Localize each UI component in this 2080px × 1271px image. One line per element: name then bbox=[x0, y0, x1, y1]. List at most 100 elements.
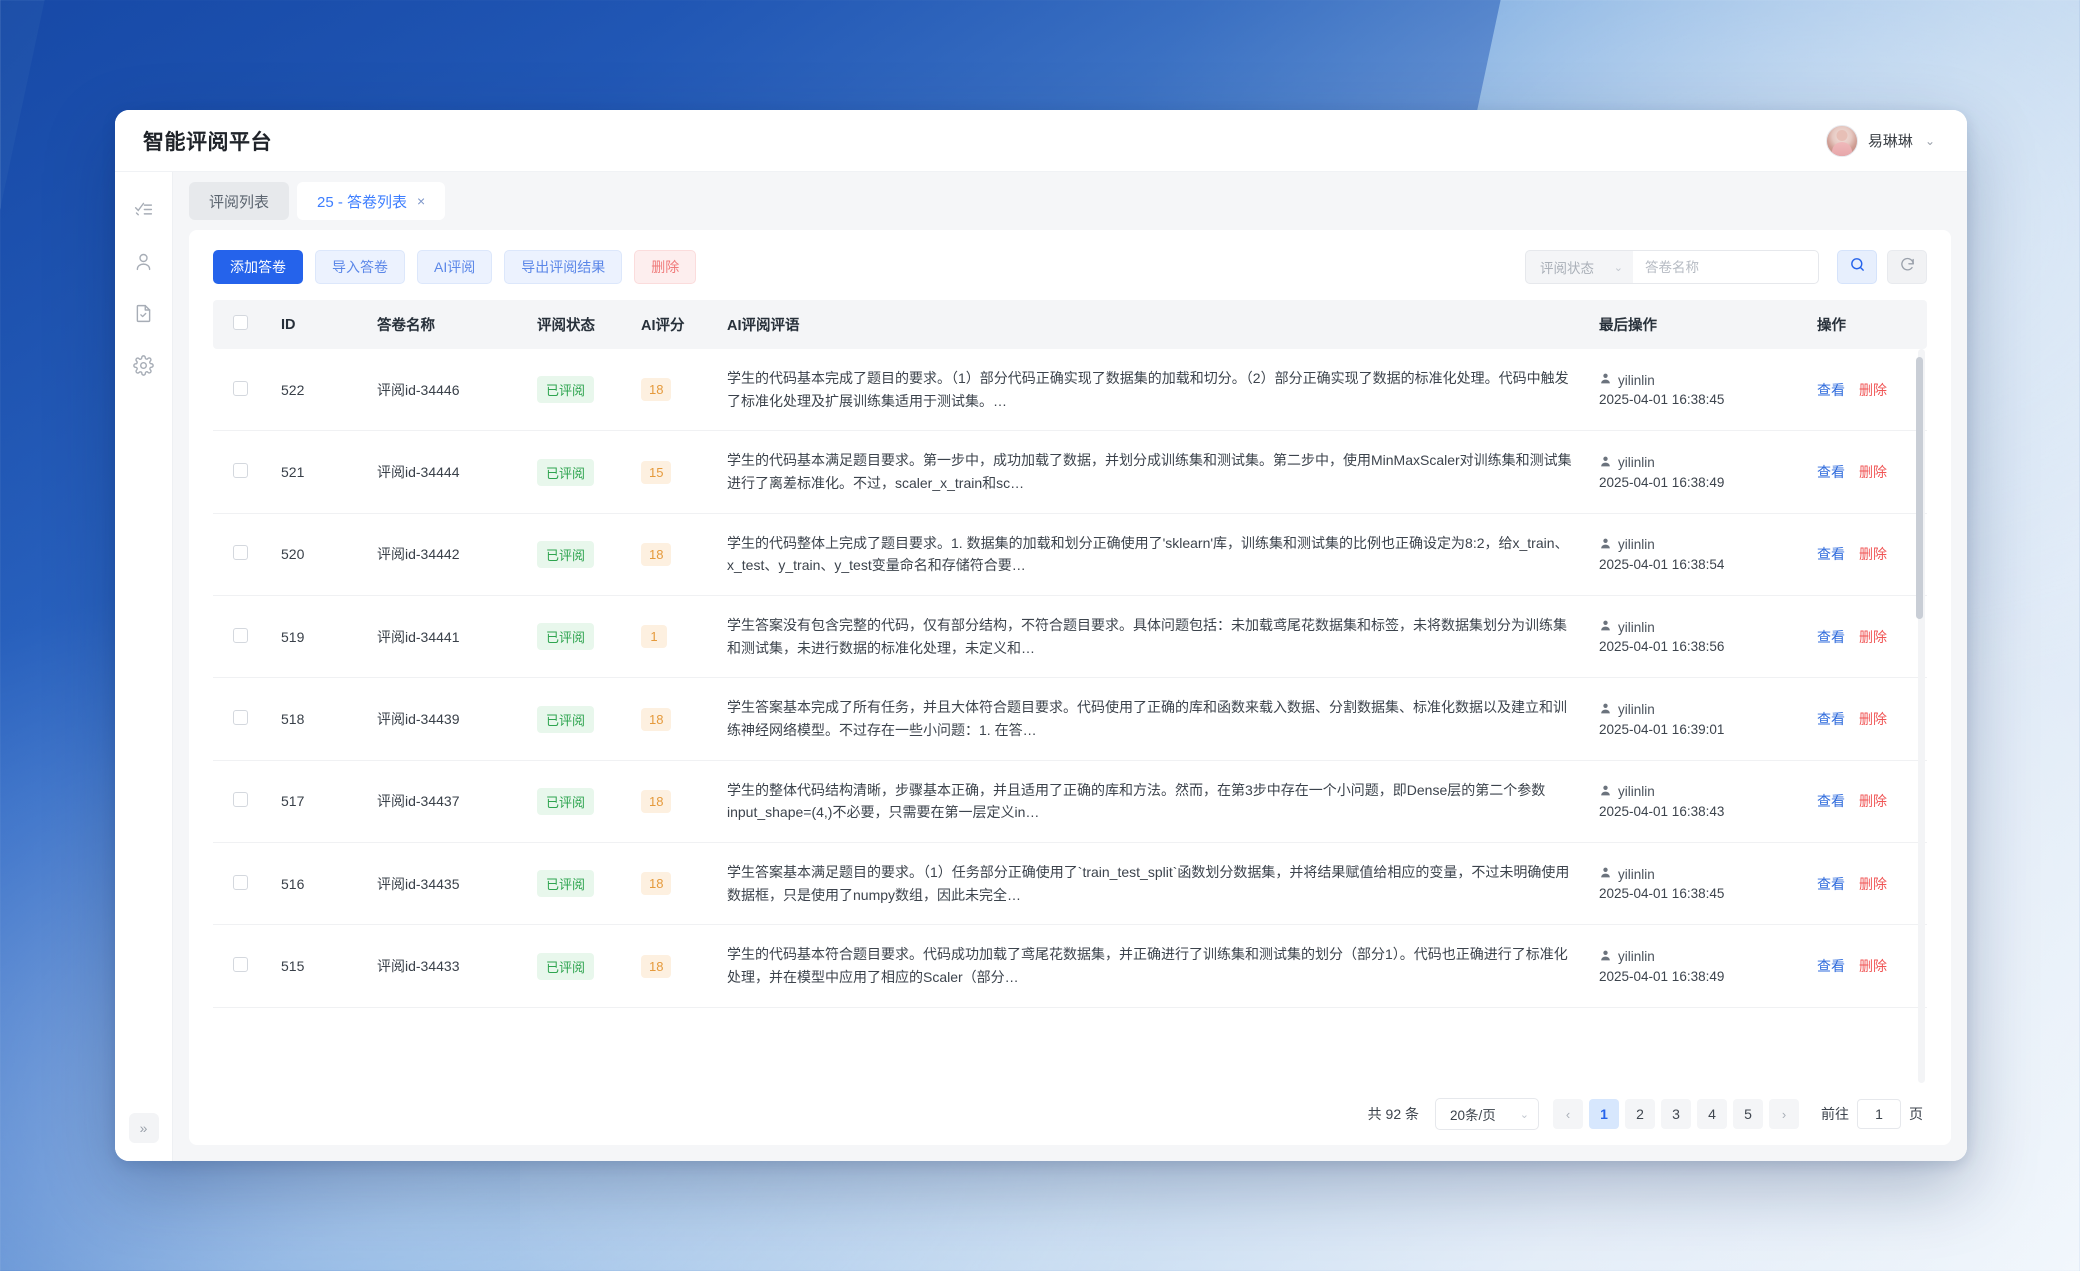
app-header: 智能评阅平台 易琳琳 ⌄ bbox=[115, 110, 1967, 172]
app-body: » 评阅列表 25 - 答卷列表 × 添加答卷 导入答卷 bbox=[115, 172, 1967, 1161]
operator-name: yilinlin bbox=[1618, 702, 1655, 718]
row-checkbox[interactable] bbox=[233, 380, 248, 396]
prev-page-button[interactable]: ‹ bbox=[1553, 1099, 1583, 1129]
page-button-1[interactable]: 1 bbox=[1589, 1099, 1619, 1129]
view-link[interactable]: 查看 bbox=[1817, 958, 1845, 975]
cell-score: 1 bbox=[631, 595, 717, 679]
user-icon bbox=[1599, 702, 1612, 718]
delete-link[interactable]: 删除 bbox=[1859, 464, 1887, 481]
cell-last-operation: yilinlin 2025-04-01 16:38:54 bbox=[1589, 513, 1807, 597]
view-link[interactable]: 查看 bbox=[1817, 381, 1845, 398]
cell-last-operation: yilinlin 2025-04-01 16:38:49 bbox=[1589, 430, 1807, 514]
cell-comment: 学生的整体代码结构清晰，步骤基本正确，并且适用了正确的库和方法。然而，在第3步中… bbox=[717, 760, 1589, 844]
refresh-icon bbox=[1899, 256, 1916, 278]
row-checkbox[interactable] bbox=[233, 463, 248, 479]
row-select-cell bbox=[213, 677, 271, 761]
delete-link[interactable]: 删除 bbox=[1859, 793, 1887, 810]
cell-actions: 查看 删除 bbox=[1807, 842, 1927, 926]
view-link[interactable]: 查看 bbox=[1817, 628, 1845, 645]
cell-score: 18 bbox=[631, 924, 717, 1008]
sidebar-item-users[interactable] bbox=[124, 242, 164, 286]
app-window: 智能评阅平台 易琳琳 ⌄ bbox=[115, 110, 1967, 1161]
sidebar-item-settings[interactable] bbox=[124, 346, 164, 390]
cell-comment: 学生的代码整体上完成了题目要求。1. 数据集的加载和划分正确使用了'sklear… bbox=[717, 513, 1589, 597]
page-button-2[interactable]: 2 bbox=[1625, 1099, 1655, 1129]
next-page-button[interactable]: › bbox=[1769, 1099, 1799, 1129]
cell-name: 评阅id-34444 bbox=[367, 430, 527, 514]
table-row: 519 评阅id-34441 已评阅 1 学生答案没有包含完整的代码，仅有部分结构，不符… bbox=[213, 595, 1927, 679]
table-row: 515 评阅id-34433 已评阅 18 学生的代码基本符合题目要求。代码成功加载了鸢… bbox=[213, 924, 1927, 1008]
tab-answer-list[interactable]: 25 - 答卷列表 × bbox=[297, 182, 446, 220]
row-select-cell bbox=[213, 924, 271, 1008]
sidebar-item-papers[interactable] bbox=[124, 294, 164, 338]
comment-text: 学生答案基本满足题目的要求。（1）任务部分正确使用了`train_test_sp… bbox=[727, 864, 1570, 903]
cell-actions: 查看 删除 bbox=[1807, 513, 1927, 597]
delete-link[interactable]: 删除 bbox=[1859, 958, 1887, 975]
view-link[interactable]: 查看 bbox=[1817, 711, 1845, 728]
row-checkbox[interactable] bbox=[233, 710, 248, 726]
table-container: ID 答卷名称 评阅状态 AI评分 AI评阅评语 最后操作 操作 bbox=[189, 300, 1951, 1083]
scrollbar-track[interactable] bbox=[1916, 349, 1925, 1083]
view-link[interactable]: 查看 bbox=[1817, 464, 1845, 481]
status-select-placeholder: 评阅状态 bbox=[1540, 261, 1594, 276]
row-checkbox[interactable] bbox=[233, 627, 248, 643]
user-menu[interactable]: 易琳琳 ⌄ bbox=[1825, 124, 1941, 157]
cell-score: 18 bbox=[631, 349, 717, 432]
operator: yilinlin bbox=[1599, 949, 1797, 965]
sidebar-item-review-list[interactable] bbox=[124, 190, 164, 234]
cell-comment: 学生的代码基本完成了题目的要求。（1）部分代码正确实现了数据集的加载和切分。（2… bbox=[717, 349, 1589, 432]
page-size-select[interactable]: 20条/页 ⌄ bbox=[1435, 1098, 1539, 1130]
table-row: 521 评阅id-34444 已评阅 15 学生的代码基本满足题目要求。第一步中，成功加… bbox=[213, 430, 1927, 514]
tab-label: 评阅列表 bbox=[209, 193, 270, 211]
delete-link[interactable]: 删除 bbox=[1859, 711, 1887, 728]
select-all-header bbox=[213, 300, 271, 349]
delete-link[interactable]: 删除 bbox=[1859, 381, 1887, 398]
tab-review-list[interactable]: 评阅列表 bbox=[189, 182, 290, 220]
row-checkbox[interactable] bbox=[233, 545, 248, 561]
gear-icon bbox=[133, 355, 154, 381]
export-result-button[interactable]: 导出评阅结果 bbox=[504, 250, 623, 284]
cell-last-operation: yilinlin 2025-04-01 16:38:49 bbox=[1589, 924, 1807, 1008]
cell-actions: 查看 删除 bbox=[1807, 677, 1927, 761]
page-button-5[interactable]: 5 bbox=[1733, 1099, 1763, 1129]
operation-time: 2025-04-01 16:38:49 bbox=[1599, 474, 1725, 490]
search-button[interactable] bbox=[1837, 250, 1877, 284]
view-link[interactable]: 查看 bbox=[1817, 875, 1845, 892]
status-select[interactable]: 评阅状态 ⌄ bbox=[1525, 250, 1633, 284]
operation-time: 2025-04-01 16:38:45 bbox=[1599, 392, 1725, 408]
delete-button[interactable]: 删除 bbox=[634, 250, 697, 284]
row-checkbox[interactable] bbox=[233, 957, 248, 973]
goto-input[interactable] bbox=[1857, 1099, 1901, 1129]
row-select-cell bbox=[213, 430, 271, 514]
cell-name: 评阅id-34439 bbox=[367, 677, 527, 761]
row-checkbox[interactable] bbox=[233, 874, 248, 890]
refresh-button[interactable] bbox=[1887, 250, 1927, 284]
scrollbar-thumb[interactable] bbox=[1916, 357, 1923, 619]
cell-status: 已评阅 bbox=[527, 430, 631, 514]
view-link[interactable]: 查看 bbox=[1817, 793, 1845, 810]
cell-actions: 查看 删除 bbox=[1807, 595, 1927, 679]
delete-link[interactable]: 删除 bbox=[1859, 546, 1887, 563]
sidebar-collapse-button[interactable]: » bbox=[128, 1113, 159, 1143]
operation-time: 2025-04-01 16:38:45 bbox=[1599, 886, 1725, 902]
comment-text: 学生的整体代码结构清晰，步骤基本正确，并且适用了正确的库和方法。然而，在第3步中… bbox=[727, 781, 1546, 821]
operator: yilinlin bbox=[1599, 455, 1797, 471]
status-badge: 已评阅 bbox=[537, 952, 595, 980]
add-paper-button[interactable]: 添加答卷 bbox=[213, 250, 303, 284]
delete-link[interactable]: 删除 bbox=[1859, 628, 1887, 645]
close-icon[interactable]: × bbox=[417, 193, 426, 209]
operator-name: yilinlin bbox=[1618, 619, 1655, 635]
operation-time: 2025-04-01 16:39:01 bbox=[1599, 721, 1725, 737]
select-all-checkbox[interactable] bbox=[233, 315, 248, 330]
view-link[interactable]: 查看 bbox=[1817, 546, 1845, 563]
page-button-4[interactable]: 4 bbox=[1697, 1099, 1727, 1129]
page-button-3[interactable]: 3 bbox=[1661, 1099, 1691, 1129]
import-paper-button[interactable]: 导入答卷 bbox=[315, 250, 405, 284]
search-input[interactable] bbox=[1633, 250, 1819, 284]
ai-review-button[interactable]: AI评阅 bbox=[417, 250, 493, 284]
delete-link[interactable]: 删除 bbox=[1859, 875, 1887, 892]
papers-table-body: 522 评阅id-34446 已评阅 18 学生的代码基本完成了题目的要求。（1）部分代… bbox=[213, 349, 1927, 1008]
col-actions: 操作 bbox=[1807, 300, 1927, 349]
row-checkbox[interactable] bbox=[233, 792, 248, 808]
row-select-cell bbox=[213, 595, 271, 679]
